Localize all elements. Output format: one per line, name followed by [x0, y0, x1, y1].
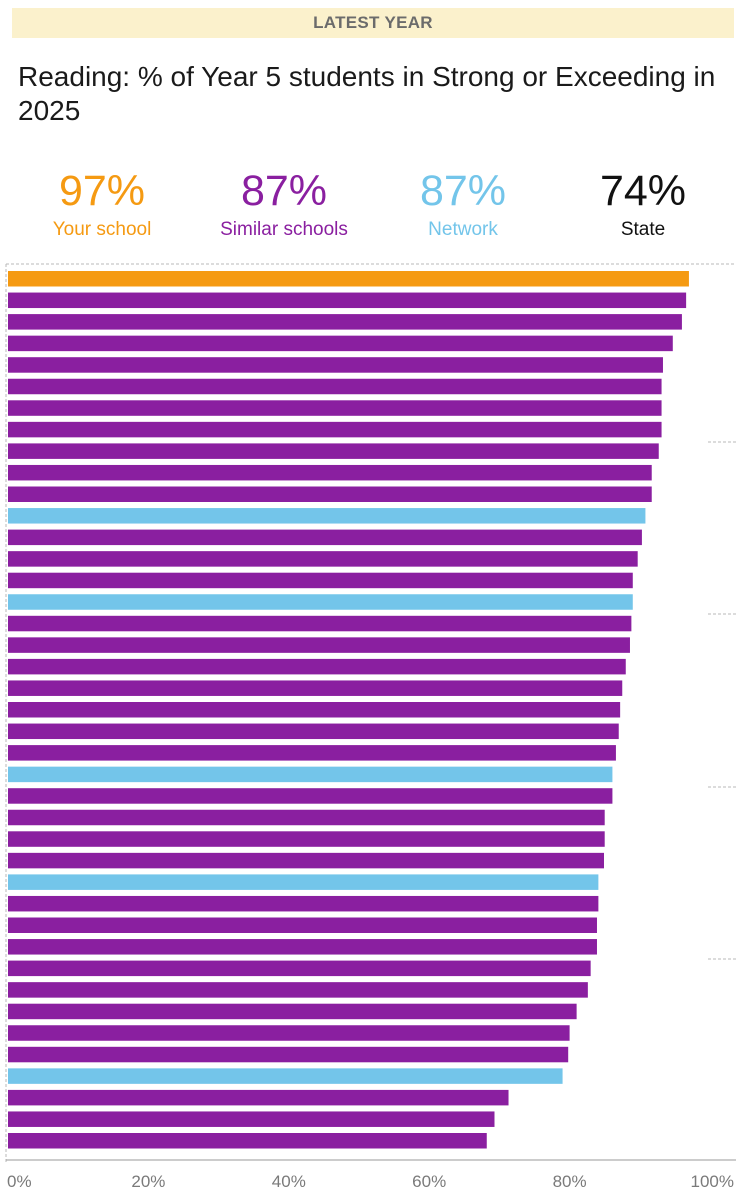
bar-3 — [8, 335, 673, 352]
x-tick-label-3: 60% — [412, 1172, 446, 1191]
bar-19 — [8, 680, 623, 696]
bar-0 — [8, 271, 689, 287]
bar-31 — [8, 939, 597, 955]
bar-12 — [8, 529, 642, 546]
bar-16 — [8, 615, 632, 632]
bar-10 — [8, 486, 652, 502]
x-tick-label-5: 100% — [691, 1172, 734, 1191]
kpi-similar-schools-value: 87% — [240, 167, 328, 215]
bar-4 — [8, 357, 663, 373]
bar-21 — [8, 723, 619, 740]
bar-38 — [8, 1089, 509, 1106]
bar-33 — [8, 982, 588, 998]
kpi-network: 87% Network — [371, 166, 555, 242]
kpi-your-school-value: 97% — [58, 167, 146, 215]
bar-23 — [8, 766, 613, 783]
kpi-similar-schools-label: Similar schools — [220, 219, 348, 240]
bar-28 — [8, 874, 599, 890]
x-tick-label-0: 0% — [7, 1172, 32, 1191]
bar-2 — [8, 314, 682, 330]
kpi-state: 74% State — [551, 166, 735, 242]
bar-32 — [8, 960, 591, 977]
bar-8 — [8, 443, 659, 459]
bar-7 — [8, 421, 662, 438]
bar-24 — [8, 788, 613, 804]
bar-20 — [8, 702, 621, 718]
x-tick-label-4: 80% — [553, 1172, 587, 1191]
bar-15 — [8, 594, 633, 610]
bar-5 — [8, 378, 662, 395]
x-tick-label-1: 20% — [131, 1172, 165, 1191]
kpi-your-school-label: Your school — [52, 219, 152, 240]
bar-39 — [8, 1111, 495, 1127]
bar-18 — [8, 658, 626, 675]
bar-35 — [8, 1025, 570, 1041]
bar-9 — [8, 464, 652, 481]
bar-1 — [8, 292, 687, 309]
bar-27 — [8, 852, 604, 869]
bar-34 — [8, 1003, 577, 1020]
kpi-similar-schools: 87% Similar schools — [192, 166, 376, 242]
kpi-your-school: 97% Your school — [10, 166, 194, 242]
bar-29 — [8, 895, 599, 912]
bar-6 — [8, 400, 662, 416]
bar-36 — [8, 1046, 569, 1063]
chart-title: Reading: % of Year 5 students in Strong … — [18, 61, 716, 126]
kpi-network-value: 87% — [419, 167, 507, 215]
latest-year-banner: LATEST YEAR — [12, 8, 734, 38]
kpi-network-label: Network — [428, 219, 498, 240]
bar-13 — [8, 551, 638, 567]
bar-25 — [8, 809, 605, 826]
bar-30 — [8, 917, 597, 933]
bar-40 — [8, 1133, 487, 1149]
bar-17 — [8, 637, 630, 653]
bar-14 — [8, 572, 633, 589]
bar-22 — [8, 745, 616, 761]
bar-26 — [8, 831, 605, 847]
kpi-state-value: 74% — [599, 167, 687, 215]
bar-11 — [8, 508, 646, 524]
bar-chart: 0% 20% 40% 60% 80% 100% — [5, 263, 736, 1191]
x-tick-label-2: 40% — [272, 1172, 306, 1191]
bar-37 — [8, 1068, 563, 1084]
kpi-state-label: State — [620, 219, 666, 240]
